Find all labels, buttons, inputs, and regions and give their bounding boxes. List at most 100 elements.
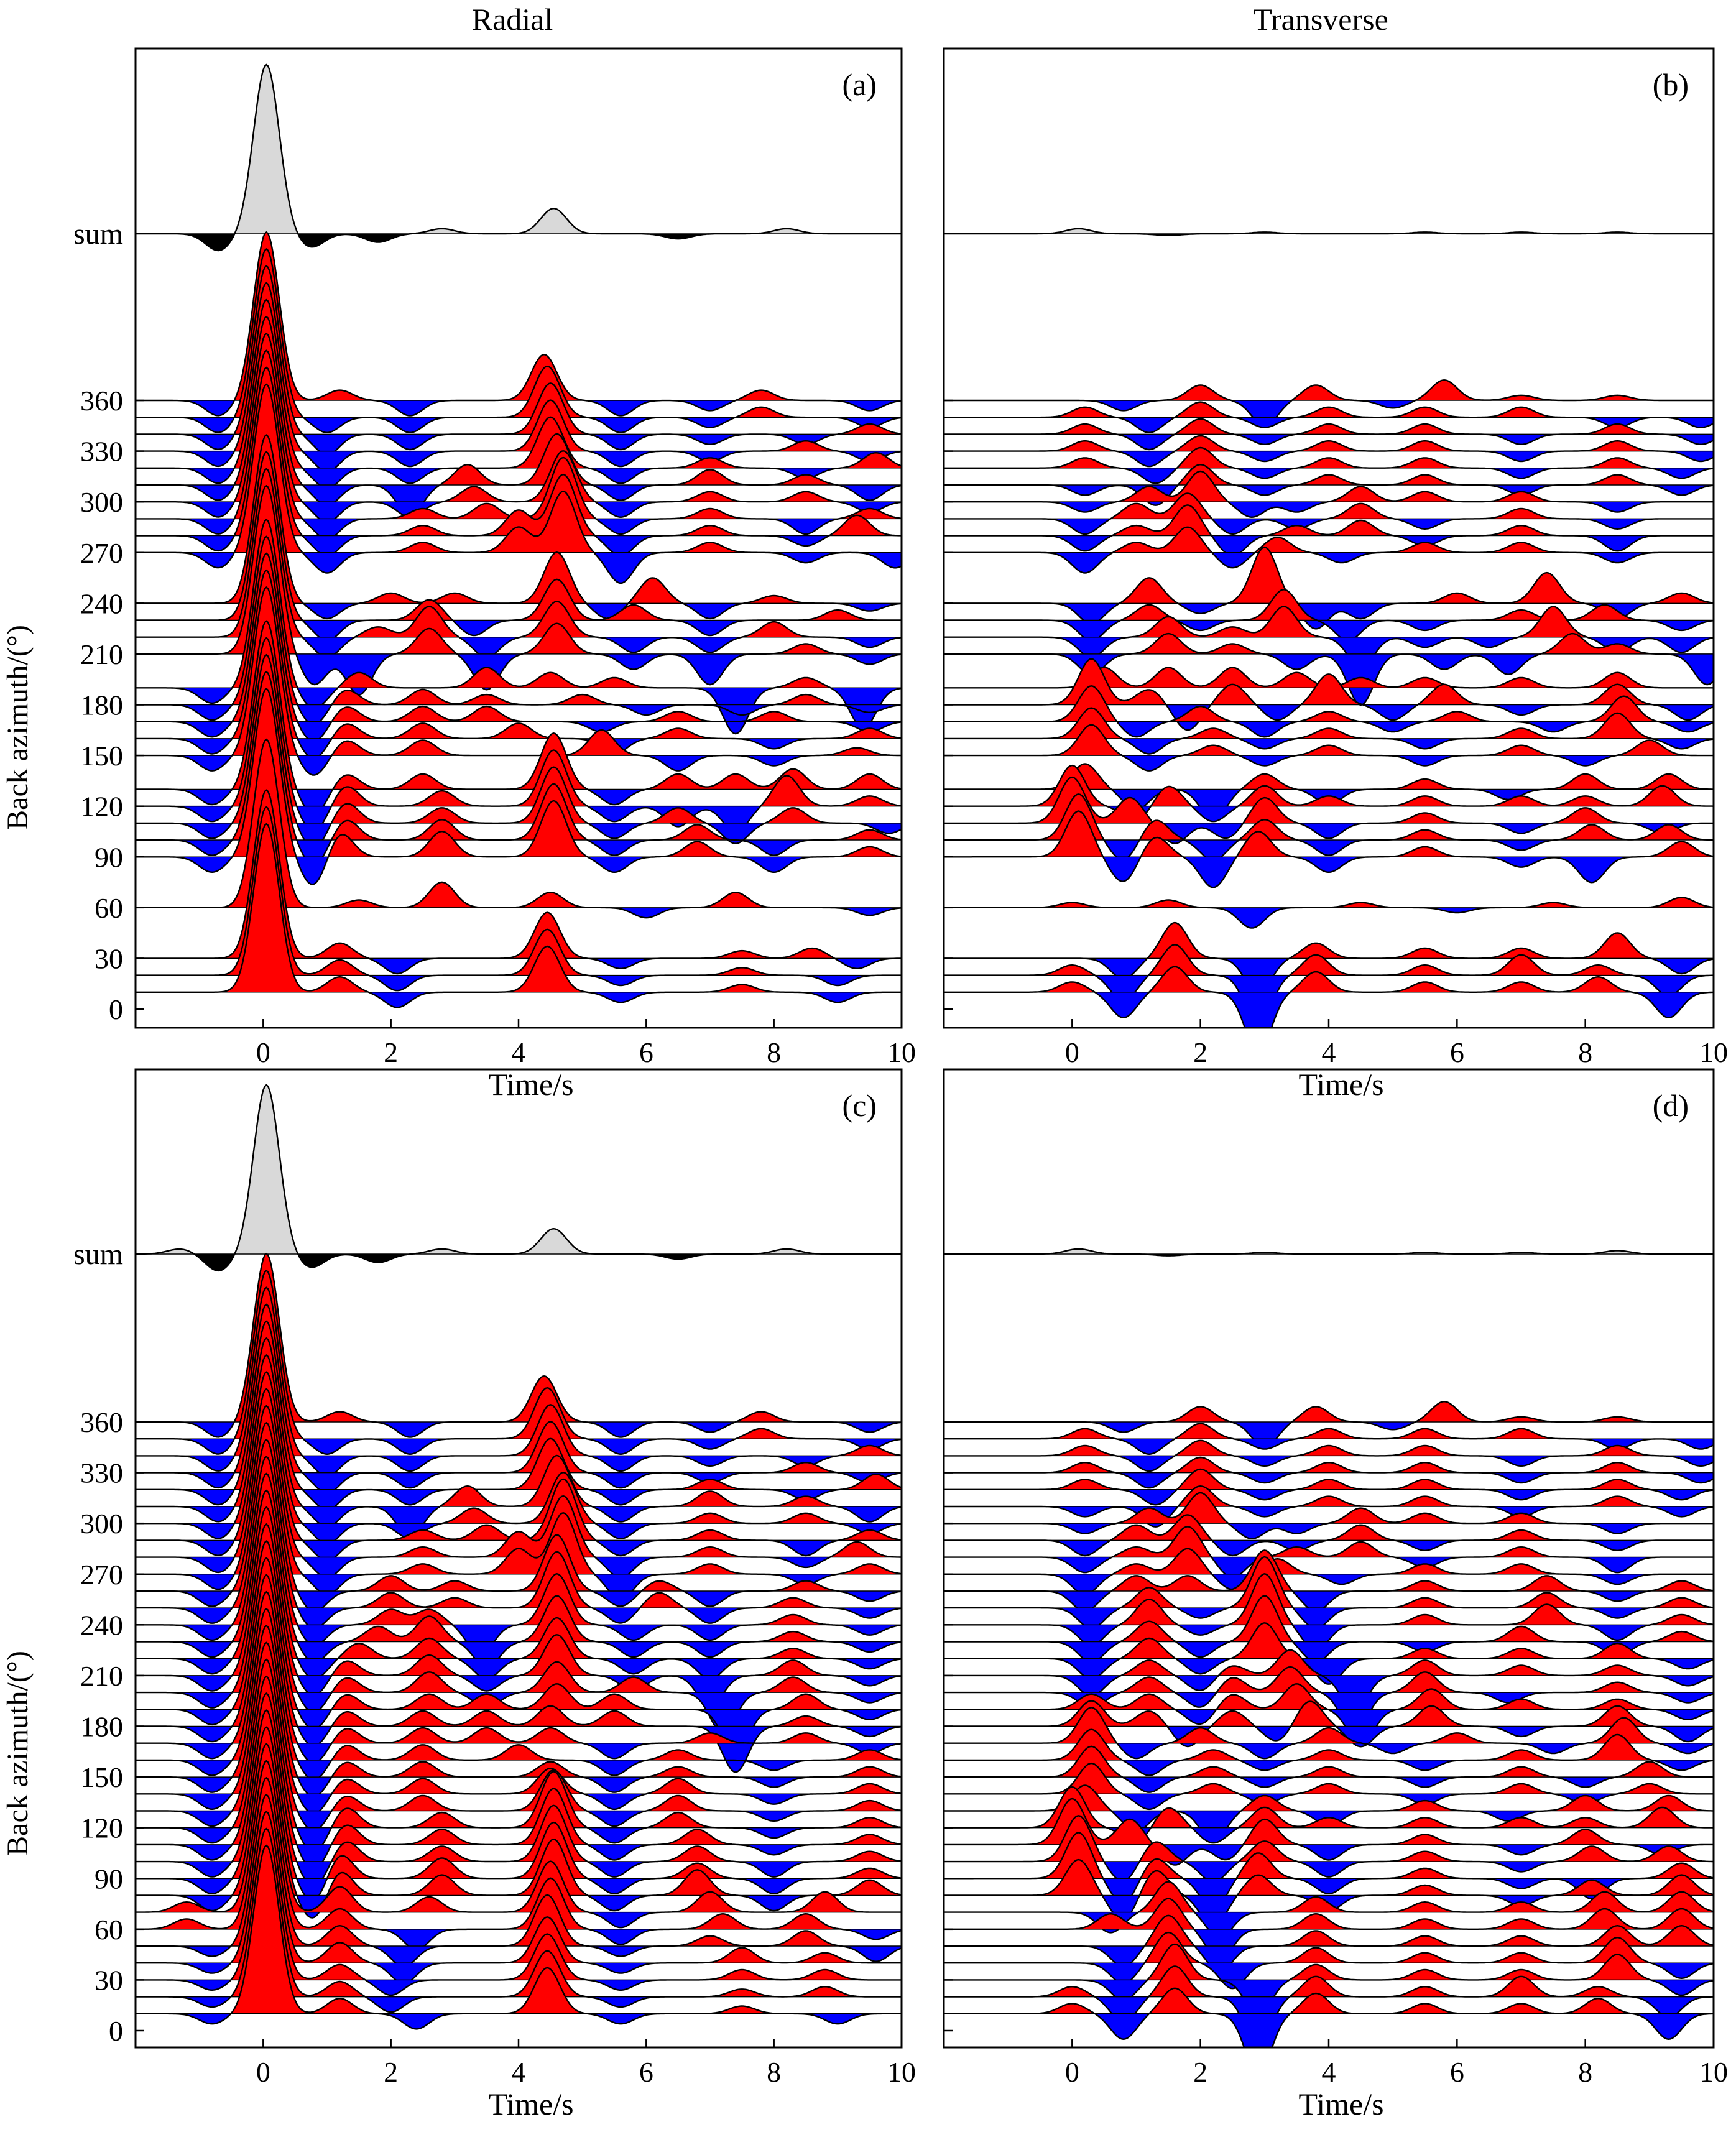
negative-fill <box>944 1963 1714 1989</box>
negative-fill <box>136 603 902 619</box>
negative-fill <box>136 1760 902 1780</box>
negative-fill <box>944 1794 1714 1809</box>
sum-label: sum <box>73 218 123 251</box>
positive-fill <box>944 686 1714 722</box>
negative-fill <box>136 857 902 885</box>
negative-fill <box>136 1625 902 1656</box>
trace-baz-300 <box>944 470 1714 519</box>
positive-fill <box>944 493 1714 519</box>
waveform-outline <box>944 1745 1714 1793</box>
trace-baz-160 <box>944 1728 1714 1776</box>
trace-baz-40 <box>944 1931 1714 1990</box>
negative-fill <box>136 502 902 522</box>
waveform-outline <box>944 1666 1714 1734</box>
negative-fill <box>136 1523 902 1544</box>
trace-area <box>136 1084 902 2030</box>
positive-fill <box>944 777 1714 823</box>
x-tick-label: 6 <box>1450 2056 1464 2088</box>
waveform-outline <box>136 248 902 434</box>
waveform-outline <box>136 1827 902 2013</box>
negative-fill <box>136 755 902 775</box>
negative-fill <box>944 502 1714 517</box>
trace-baz-20 <box>944 944 1714 1027</box>
negative-fill <box>136 519 902 540</box>
negative-fill <box>944 1726 1714 1747</box>
waveform-outline <box>136 1472 902 1668</box>
waveform-outline <box>136 282 902 473</box>
positive-fill <box>944 606 1714 637</box>
x-tick-label: 0 <box>256 1036 270 1068</box>
waveform-outline <box>136 1794 902 1985</box>
waveform-outline <box>944 446 1714 484</box>
trace-baz-230 <box>944 1595 1714 1663</box>
negative-fill <box>136 1777 902 1797</box>
positive-fill <box>944 1623 1714 1659</box>
trace-area <box>944 1248 1714 2047</box>
positive-fill <box>944 402 1714 418</box>
negative-fill <box>944 1489 1714 1505</box>
column-title-radial: Radial <box>472 2 553 37</box>
negative-fill <box>136 451 902 472</box>
positive-fill <box>944 667 1714 688</box>
x-tick-label: 10 <box>887 2056 916 2088</box>
y-tick-label: 240 <box>80 588 123 619</box>
waveform-outline <box>944 418 1714 451</box>
positive-fill <box>944 765 1714 806</box>
panel-c: 0 2 4 6 8 10 Time/s 0 30 60 90 120 150 180 210 240 270 30… <box>73 1068 916 2121</box>
trace-baz-50 <box>944 1914 1714 1973</box>
column-title-transverse: Transverse <box>1253 2 1388 37</box>
positive-fill <box>944 1944 1714 1980</box>
waveform-outline <box>944 724 1714 772</box>
negative-fill <box>136 1743 902 1763</box>
negative-fill <box>944 485 1714 505</box>
waveform-outline <box>136 1286 902 1477</box>
waveform-outline <box>944 1485 1714 1528</box>
positive-fill <box>944 589 1714 621</box>
y-tick-label: 240 <box>80 1609 123 1641</box>
negative-fill <box>944 1439 1714 1454</box>
waveform-outline <box>944 1423 1714 1456</box>
negative-fill <box>136 1726 902 1773</box>
negative-fill <box>136 1641 902 1668</box>
negative-fill <box>136 1439 902 1454</box>
waveform-outline <box>944 1248 1714 1257</box>
waveform-outline <box>944 1439 1714 1472</box>
waveform-outline <box>944 810 1714 888</box>
waveform-outline <box>944 1548 1714 1595</box>
positive-fill <box>944 708 1714 739</box>
positive-fill <box>944 1746 1714 1778</box>
y-tick-label: 90 <box>95 1863 123 1894</box>
negative-fill <box>944 620 1714 641</box>
negative-fill <box>136 1996 902 2013</box>
negative-fill <box>136 823 902 848</box>
waveform-outline <box>944 606 1714 669</box>
x-tick-label: 2 <box>384 2056 398 2088</box>
waveform-outline <box>944 1931 1714 1990</box>
panel-a: 0 2 4 6 8 10 Time/s 0 30 60 90 120 150 180 210 240 270 30… <box>73 47 916 1102</box>
trace-baz-320 <box>944 446 1714 484</box>
waveform-outline <box>944 228 1714 236</box>
waveform-outline <box>944 921 1714 995</box>
negative-fill <box>944 755 1714 771</box>
waveform-outline <box>136 1506 902 1707</box>
waveform-outline <box>944 435 1714 468</box>
positive-fill <box>944 527 1714 553</box>
trace-baz-10 <box>944 1987 1714 2047</box>
waveform-outline <box>136 1776 902 1968</box>
positive-fill <box>944 1763 1714 1794</box>
negative-fill <box>136 1963 902 1983</box>
positive-fill <box>944 1881 1714 1912</box>
trace-baz-300 <box>944 1492 1714 1540</box>
trace-baz-60 <box>944 897 1714 929</box>
waveform-outline <box>944 526 1714 574</box>
positive-fill <box>944 1667 1714 1693</box>
negative-fill <box>136 975 902 991</box>
negative-fill <box>944 1472 1714 1488</box>
trace-baz-340 <box>944 1439 1714 1472</box>
negative-fill <box>136 1794 902 1814</box>
x-tick-label: 0 <box>1065 2056 1079 2088</box>
negative-fill <box>944 519 1714 534</box>
negative-fill <box>944 1743 1714 1759</box>
x-tick-label: 6 <box>1450 1036 1464 1068</box>
